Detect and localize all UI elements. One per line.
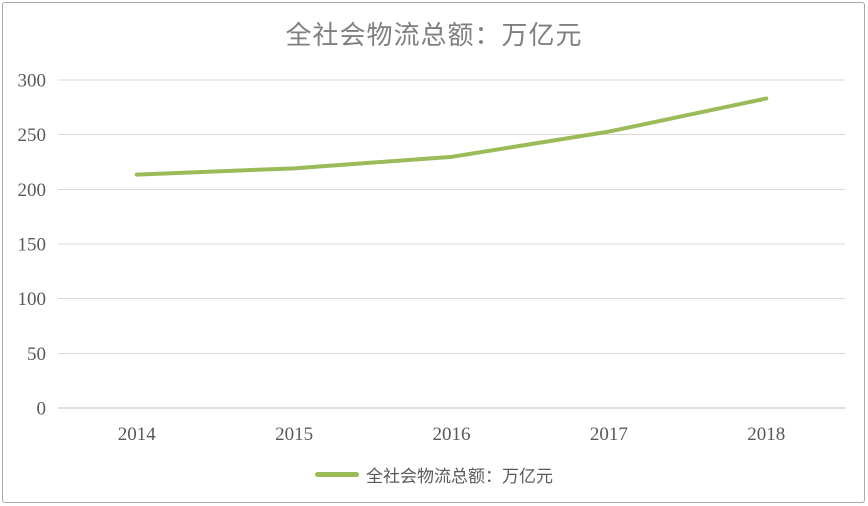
x-tick-label: 2017 <box>590 424 628 445</box>
x-tick-label: 2016 <box>433 424 471 445</box>
y-tick-label: 0 <box>37 399 47 420</box>
y-tick-label: 50 <box>27 344 46 365</box>
legend-line-swatch <box>315 471 359 477</box>
y-tick-label: 100 <box>18 289 47 310</box>
y-tick-label: 200 <box>18 180 47 201</box>
series-line <box>134 96 769 177</box>
chart-title: 全社会物流总额：万亿元 <box>285 21 583 50</box>
x-tick-label: 2015 <box>275 424 313 445</box>
x-tick-label: 2018 <box>747 424 785 445</box>
legend-series-label: 全社会物流总额：万亿元 <box>366 466 553 486</box>
y-tick-label: 300 <box>18 71 47 92</box>
x-tick-label: 2014 <box>118 424 157 445</box>
y-tick-label: 250 <box>18 125 47 146</box>
y-tick-label: 150 <box>18 235 47 256</box>
chart-legend: 全社会物流总额：万亿元 <box>0 459 868 489</box>
